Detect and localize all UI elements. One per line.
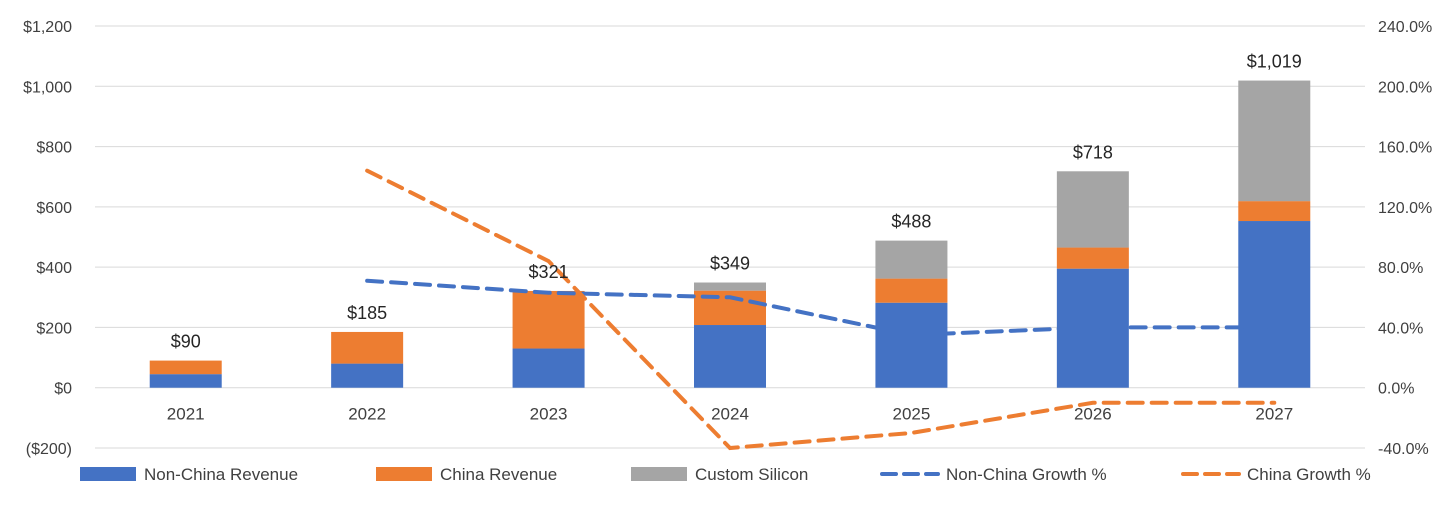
right-tick-label: 240.0% xyxy=(1378,19,1432,36)
bar-segment xyxy=(149,374,222,388)
right-tick-label: 160.0% xyxy=(1378,140,1432,157)
legend-label: Custom Silicon xyxy=(695,465,808,484)
left-tick-label: ($200) xyxy=(26,441,72,458)
right-axis-ticks: 240.0% 200.0% 160.0% 120.0% 80.0% 40.0% 0.0% -4… xyxy=(1378,19,1432,458)
category-label: 2024 xyxy=(711,405,749,424)
category-label: 2022 xyxy=(348,405,386,424)
left-tick-label: $0 xyxy=(54,381,72,398)
bar-segment xyxy=(694,282,766,291)
bar-segment xyxy=(512,290,585,349)
category-label: 2027 xyxy=(1255,405,1293,424)
legend: Non-China Revenue China Revenue Custom Sil… xyxy=(80,465,1371,484)
total-label: $488 xyxy=(891,212,931,232)
bar-segment xyxy=(1238,80,1311,202)
left-tick-label: $1,000 xyxy=(23,79,72,96)
right-tick-label: 200.0% xyxy=(1378,79,1432,96)
left-tick-label: $200 xyxy=(36,320,72,337)
legend-swatch xyxy=(631,467,687,481)
total-label: $321 xyxy=(529,262,569,282)
total-label: $718 xyxy=(1073,142,1113,162)
bar-segment xyxy=(875,302,948,388)
category-label: 2025 xyxy=(893,405,931,424)
bar-segment xyxy=(149,360,222,375)
legend-label: Non-China Revenue xyxy=(144,465,298,484)
left-tick-label: $600 xyxy=(36,200,72,217)
bar-segment xyxy=(875,278,948,303)
legend-swatch xyxy=(376,467,432,481)
growth-lines xyxy=(365,168,1277,451)
left-tick-label: $800 xyxy=(36,140,72,157)
legend-label: China Growth % xyxy=(1247,465,1371,484)
left-tick-label: $1,200 xyxy=(23,19,72,36)
bar-segment xyxy=(512,348,585,388)
category-label: 2023 xyxy=(530,405,568,424)
right-tick-label: 80.0% xyxy=(1378,260,1423,277)
growth-line xyxy=(365,168,1277,451)
total-label: $90 xyxy=(171,332,201,352)
bars xyxy=(149,80,1311,388)
total-label: $185 xyxy=(347,303,387,323)
right-tick-label: 0.0% xyxy=(1378,381,1414,398)
category-label: 2021 xyxy=(167,405,205,424)
category-labels: 2021 2022 2023 2024 2025 2026 2027 xyxy=(167,405,1293,424)
legend-label: Non-China Growth % xyxy=(946,465,1107,484)
right-tick-label: 120.0% xyxy=(1378,200,1432,217)
right-tick-label: -40.0% xyxy=(1378,441,1429,458)
right-tick-label: 40.0% xyxy=(1378,320,1423,337)
category-label: 2026 xyxy=(1074,405,1112,424)
bar-segment xyxy=(331,331,404,364)
bar-segment xyxy=(1238,201,1311,222)
bar-segment xyxy=(1056,171,1129,248)
total-label: $349 xyxy=(710,254,750,274)
bar-segment xyxy=(1056,247,1129,269)
bar-segment xyxy=(331,363,404,388)
bar-segment xyxy=(875,240,948,279)
bar-segment xyxy=(1238,221,1311,388)
bar-segment xyxy=(694,325,766,388)
total-labels: $90 $185 $321 $349 $488 $718 $1,019 xyxy=(171,52,1302,352)
left-axis-ticks: $1,200 $1,000 $800 $600 $400 $200 $0 ($200) xyxy=(23,19,72,458)
left-tick-label: $400 xyxy=(36,260,72,277)
total-label: $1,019 xyxy=(1247,52,1302,72)
growth-line xyxy=(365,278,1277,337)
legend-label: China Revenue xyxy=(440,465,557,484)
legend-swatch xyxy=(80,467,136,481)
